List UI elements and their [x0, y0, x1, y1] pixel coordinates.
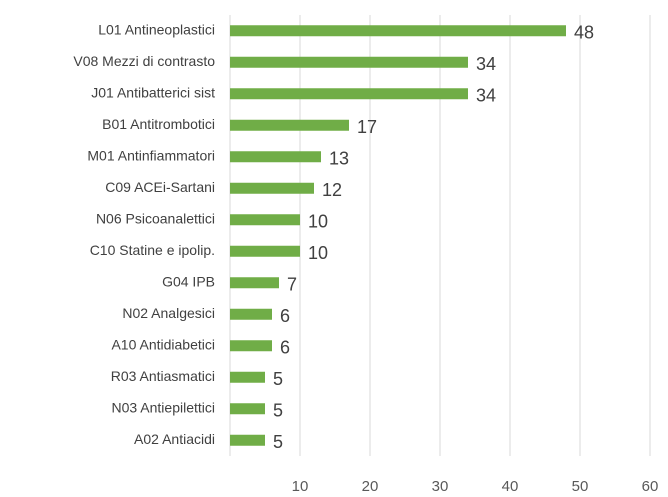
y-tick-label: R03 Antiasmatici — [111, 368, 215, 384]
x-tick-label: 40 — [502, 478, 519, 495]
data-label: 7 — [287, 275, 297, 295]
data-label: 13 — [329, 149, 349, 169]
bar — [230, 151, 321, 163]
y-tick-label: G04 IPB — [162, 273, 215, 289]
y-tick-label: B01 Antitrombotici — [102, 116, 215, 132]
bar — [230, 214, 300, 226]
y-tick-label: N06 Psicoanalettici — [96, 210, 215, 226]
y-tick-label: V08 Mezzi di contrasto — [73, 53, 215, 69]
bar — [230, 308, 272, 320]
bar — [230, 56, 468, 68]
bar — [230, 119, 349, 131]
y-tick-label: N02 Analgesici — [122, 305, 215, 321]
bar — [230, 182, 314, 194]
data-label: 6 — [280, 306, 290, 326]
x-tick-label: 10 — [292, 478, 309, 495]
data-label: 6 — [280, 338, 290, 358]
data-label: 34 — [476, 86, 496, 106]
y-tick-label: C09 ACEi-Sartani — [105, 179, 215, 195]
data-label: 5 — [273, 401, 283, 421]
y-tick-label: J01 Antibatterici sist — [91, 84, 215, 100]
bar — [230, 340, 272, 352]
y-tick-label: M01 Antinfiammatori — [87, 147, 215, 163]
data-label: 17 — [357, 117, 377, 137]
bar — [230, 88, 468, 100]
data-label: 5 — [273, 432, 283, 452]
y-tick-label: N03 Antiepilettici — [111, 399, 215, 415]
bar — [230, 403, 265, 415]
y-tick-label: C10 Statine e ipolip. — [90, 242, 215, 258]
y-tick-label: A10 Antidiabetici — [111, 336, 215, 352]
bar — [230, 434, 265, 446]
y-tick-label: A02 Antiacidi — [134, 431, 215, 447]
data-label: 5 — [273, 369, 283, 389]
y-tick-label: L01 Antineoplastici — [98, 21, 215, 37]
x-tick-label: 30 — [432, 478, 449, 495]
data-label: 10 — [308, 212, 328, 232]
bar — [230, 371, 265, 383]
bar — [230, 25, 566, 37]
x-tick-label: 50 — [572, 478, 589, 495]
data-label: 12 — [322, 180, 342, 200]
data-label: 34 — [476, 54, 496, 74]
bar — [230, 245, 300, 257]
bar — [230, 277, 279, 289]
x-tick-label: 20 — [362, 478, 379, 495]
x-tick-label: 60 — [642, 478, 659, 495]
data-label: 48 — [574, 23, 594, 43]
data-label: 10 — [308, 243, 328, 263]
